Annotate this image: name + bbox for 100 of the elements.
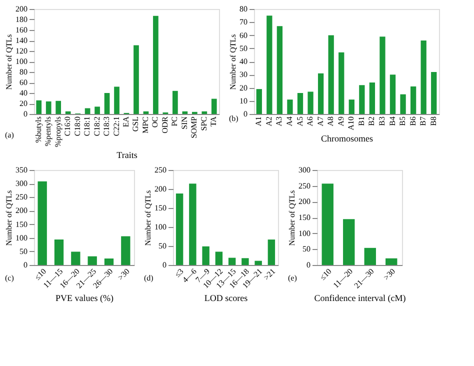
x-tick-label: SOMP <box>190 116 199 138</box>
bar <box>328 35 334 114</box>
bar <box>71 252 80 265</box>
text: (a) <box>5 130 14 140</box>
text: (c) <box>5 274 14 283</box>
y-tick-label: 120 <box>16 46 28 56</box>
x-tick-label: ≤10 <box>32 266 48 282</box>
x-tick-label: A5 <box>295 116 304 126</box>
y-tick-label: 150 <box>16 220 28 229</box>
x-tick-label: OC <box>150 116 160 128</box>
bar <box>202 246 210 265</box>
bar <box>380 36 386 114</box>
x-tick-label: ODR <box>160 116 170 134</box>
x-tick-label: MPC <box>140 116 150 134</box>
bar <box>153 16 158 114</box>
x-tick-label: B1 <box>356 116 366 126</box>
bar <box>297 93 304 114</box>
bar <box>172 90 178 114</box>
x-tick-label: >30 <box>382 266 398 282</box>
y-tick-label: 40 <box>20 88 28 98</box>
x-tick-label: B3 <box>377 116 386 126</box>
y-tick-label: 0 <box>24 260 28 270</box>
bar <box>56 100 62 114</box>
x-tick-label: C18:0 <box>72 116 82 136</box>
y-tick-label: 250 <box>298 181 310 190</box>
y-axis-title: Number of QTLs <box>288 190 296 246</box>
x-tick-label: C16:0 <box>63 116 72 136</box>
bar <box>189 184 196 265</box>
y-tick-label: 180 <box>16 15 28 24</box>
x-axis-title: Confidence interval (cM) <box>314 293 406 304</box>
bar <box>121 236 130 265</box>
x-tick-label: B5 <box>398 116 408 126</box>
y-tick-label: 70 <box>240 18 248 27</box>
y-tick-label: 30 <box>240 70 248 80</box>
y-tick-label: 0 <box>244 110 248 118</box>
bar <box>65 111 71 114</box>
x-tick-label: A1 <box>254 116 264 126</box>
y-tick-label: 0 <box>162 260 166 270</box>
x-tick-label: B2 <box>367 116 376 126</box>
x-axis-title: Traits <box>116 150 138 160</box>
x-tick-label: >21 <box>262 266 278 282</box>
bar <box>104 258 114 265</box>
bar <box>386 258 398 265</box>
bar <box>134 45 139 114</box>
x-tick-label: C22:1 <box>112 116 121 136</box>
text: (b) <box>229 114 239 123</box>
y-tick-label: 300 <box>16 179 28 188</box>
x-tick-label: GSL <box>131 116 140 132</box>
y-tick-label: 250 <box>16 192 28 202</box>
x-tick-label: EA <box>122 116 130 128</box>
bar <box>308 92 314 114</box>
bar <box>215 252 223 265</box>
x-tick-label: B7 <box>418 116 428 126</box>
bar <box>343 219 355 265</box>
x-tick-label: SIN <box>180 116 189 130</box>
x-tick-label: B6 <box>408 116 418 126</box>
bar <box>348 100 354 114</box>
bar <box>322 184 334 265</box>
bar <box>54 239 64 265</box>
bar <box>114 86 120 114</box>
y-tick-label: 0 <box>306 260 310 270</box>
x-tick-label: %propyls <box>53 116 62 148</box>
bar <box>88 256 97 265</box>
bar <box>38 181 47 265</box>
x-tick-label: %pentyls <box>44 116 53 146</box>
bar <box>318 73 324 114</box>
bar <box>256 89 262 114</box>
y-tick-label: 60 <box>20 78 28 87</box>
bar <box>36 100 42 114</box>
bar <box>211 98 217 114</box>
x-tick-label: A6 <box>306 116 315 126</box>
y-tick-label: 100 <box>16 233 28 242</box>
bar <box>84 108 90 114</box>
bar <box>400 94 406 114</box>
y-tick-label: 50 <box>302 244 310 254</box>
y-tick-label: 0 <box>24 110 28 118</box>
x-tick-label: ≤10 <box>318 266 334 282</box>
y-axis-title: Number of QTLs <box>144 190 152 246</box>
bar <box>176 194 184 265</box>
x-tick-label: A8 <box>326 116 336 126</box>
x-tick-label: B4 <box>388 116 397 126</box>
y-axis-title: Number of QTLs <box>4 34 14 90</box>
bar <box>46 101 52 114</box>
y-tick-label: 100 <box>16 57 28 66</box>
x-tick-label: A9 <box>336 116 346 126</box>
bar <box>338 52 344 114</box>
y-tick-label: 150 <box>298 213 310 222</box>
bar <box>359 85 365 114</box>
y-tick-label: 200 <box>16 4 28 14</box>
x-axis-title: Chromosomes <box>320 133 374 144</box>
y-tick-label: 150 <box>154 204 166 212</box>
y-tick-label: 50 <box>240 44 248 53</box>
bar <box>104 93 110 114</box>
bar <box>268 240 276 265</box>
x-tick-label: A3 <box>274 116 284 126</box>
x-axis-title: LOD scores <box>204 293 248 304</box>
y-tick-label: 200 <box>16 206 28 216</box>
y-tick-label: 40 <box>240 57 248 66</box>
x-tick-label: C18:1 <box>82 116 92 136</box>
y-tick-label: 100 <box>154 222 166 232</box>
